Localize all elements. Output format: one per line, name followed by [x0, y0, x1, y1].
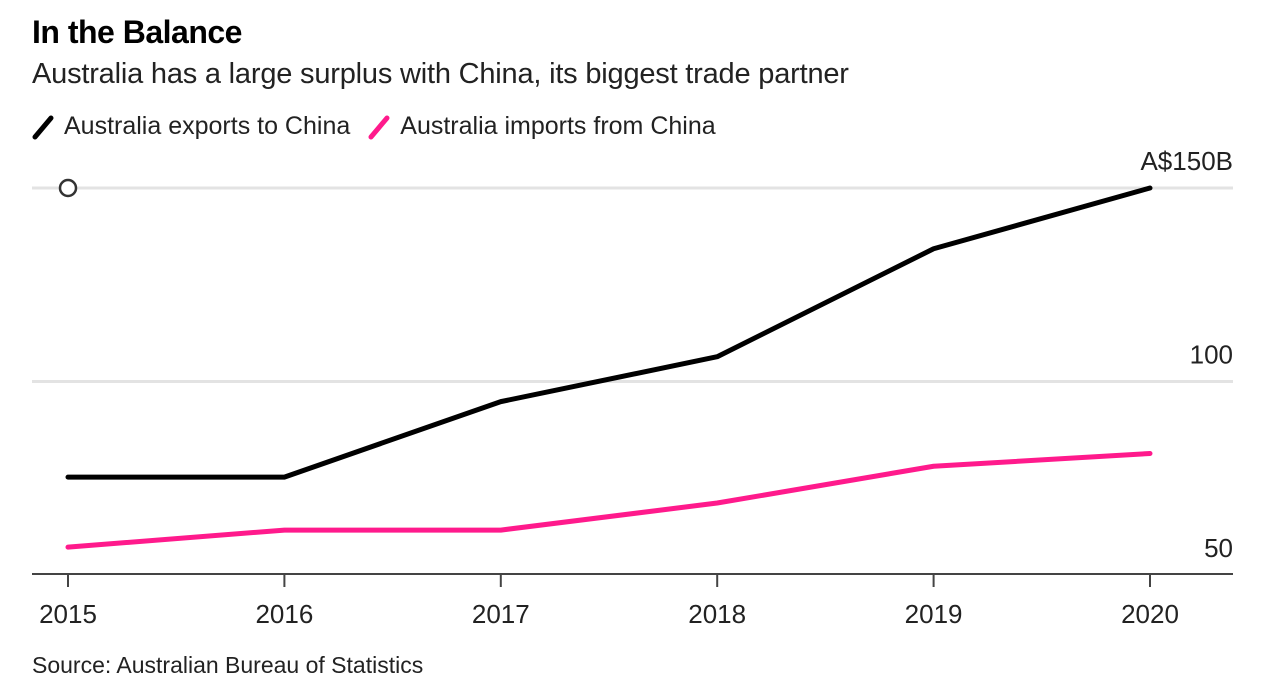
x-tick-label-2016: 2016 — [255, 599, 313, 629]
gridlines — [32, 186, 1233, 383]
legend-label-imports: Australia imports from China — [400, 112, 716, 140]
x-tick-label-2015: 2015 — [39, 599, 97, 629]
source-note: Source: Australian Bureau of Statistics — [32, 652, 424, 678]
series-lines — [65, 185, 1153, 550]
x-tick-label-2019: 2019 — [905, 599, 963, 629]
legend-swatch-exports-icon — [32, 115, 54, 139]
chart-title: In the Balance — [32, 14, 242, 50]
annotations — [58, 178, 78, 198]
y-tick-label-100: 100 — [1190, 340, 1233, 370]
legend-swatch-imports-line — [368, 115, 390, 139]
legend: Australia exports to China Australia imp… — [32, 112, 734, 141]
y-tick-label-50: 50 — [1204, 533, 1233, 563]
chart-subtitle: Australia has a large surplus with China… — [32, 58, 849, 90]
legend-swatch-exports-line — [32, 115, 54, 139]
legend-item-imports: Australia imports from China — [368, 112, 716, 141]
legend-label-exports: Australia exports to China — [64, 112, 351, 140]
marker-circle-icon — [58, 178, 78, 198]
x-tick-label-2017: 2017 — [472, 599, 530, 629]
y-tick-label-150: A$150B — [1140, 146, 1233, 176]
x-axis — [32, 573, 1233, 587]
legend-item-exports: Australia exports to China — [32, 112, 350, 141]
x-tick-label-2018: 2018 — [688, 599, 746, 629]
series-line-imports — [65, 450, 1153, 550]
legend-swatch-imports-icon — [368, 115, 390, 139]
tick-labels: A$150B 100 50 2015 2016 2017 2018 2019 2020 — [39, 146, 1233, 629]
series-line-exports — [65, 185, 1153, 480]
x-tick-label-2020: 2020 — [1121, 599, 1179, 629]
